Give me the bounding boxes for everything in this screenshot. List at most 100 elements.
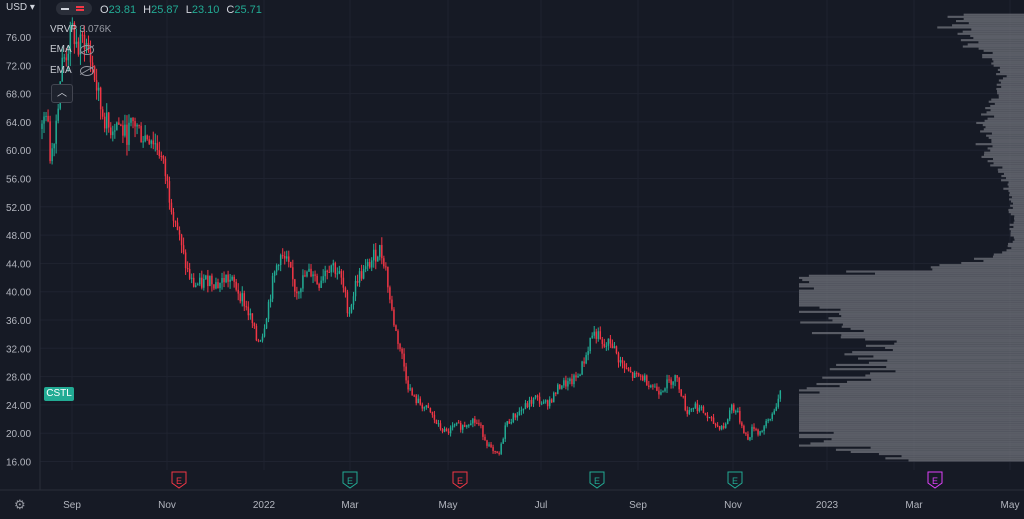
candle <box>654 383 656 388</box>
volume-profile-bar <box>802 278 1024 282</box>
candle <box>708 416 711 419</box>
candle <box>692 407 695 412</box>
volume-profile-bar <box>996 87 1024 91</box>
candle <box>664 387 666 393</box>
candle <box>358 267 361 287</box>
candle <box>680 389 682 397</box>
candle <box>366 258 369 272</box>
candle <box>755 427 757 432</box>
candle <box>698 404 701 413</box>
volume-profile-bar <box>799 419 1024 422</box>
candle <box>743 424 745 434</box>
gear-icon[interactable]: ⚙ <box>14 497 26 512</box>
eye-hidden-icon[interactable] <box>80 66 94 76</box>
candle <box>227 270 229 288</box>
candle <box>259 339 262 342</box>
volume-profile-bar <box>983 153 1024 156</box>
candle <box>316 273 318 285</box>
volume-profile-bar <box>992 157 1024 161</box>
volume-profile-bar <box>932 268 1024 271</box>
candle <box>573 373 575 388</box>
candle <box>397 329 399 350</box>
volume-profile-bar <box>1009 228 1024 231</box>
candle <box>332 259 335 273</box>
ohlc-legend: O23.81 H25.87 L23.10 C25.71 <box>100 4 262 16</box>
volume-profile-bar <box>806 387 1024 390</box>
candle <box>716 422 719 428</box>
currency-selector[interactable]: USD ▾ <box>6 2 35 13</box>
candle <box>512 412 515 424</box>
price-tick-label: 48.00 <box>6 231 31 242</box>
candle <box>162 154 165 164</box>
volume-profile-bar <box>799 433 1024 437</box>
candle <box>672 381 674 389</box>
candle <box>65 47 68 67</box>
volume-profile-bar <box>1009 191 1024 195</box>
volume-profile-bar <box>1012 206 1024 209</box>
volume-profile-bar <box>819 391 1024 394</box>
candle <box>765 418 767 429</box>
volume-profile-bar <box>973 37 1024 40</box>
candle <box>745 431 747 436</box>
volume-profile-bar <box>998 170 1024 173</box>
volume-profile-bar <box>799 293 1024 296</box>
candle <box>269 294 272 308</box>
volume-profile-bar <box>799 402 1024 405</box>
candle <box>569 377 571 385</box>
volume-profile-bar <box>816 382 1024 386</box>
volume-profile-bar <box>799 285 1024 288</box>
candle <box>534 395 537 400</box>
volume-profile-bar <box>991 138 1024 142</box>
volume-profile-bar <box>998 96 1024 99</box>
volume-profile-bar <box>984 151 1024 154</box>
volume-profile-bar <box>799 276 1024 279</box>
candle <box>166 174 169 189</box>
candle <box>132 117 134 129</box>
candle <box>724 422 727 429</box>
chart-style-toggle[interactable] <box>56 2 92 15</box>
volume-profile-bar <box>828 317 1024 320</box>
candle <box>304 270 306 278</box>
earnings-marker[interactable]: E <box>589 471 605 489</box>
earnings-marker[interactable]: E <box>727 471 743 489</box>
earnings-marker[interactable]: E <box>927 471 943 489</box>
chevron-up-icon[interactable]: ︿ <box>51 84 73 103</box>
volume-profile-bar <box>799 423 1024 426</box>
volume-profile-bar <box>981 155 1024 158</box>
candle <box>265 317 268 330</box>
candle <box>447 428 450 435</box>
candle <box>277 264 280 271</box>
indicator-ema-1[interactable]: EMA <box>50 44 72 55</box>
candle <box>281 248 284 259</box>
candle <box>45 112 47 122</box>
indicator-vrvp[interactable]: VRVP 3.076K <box>50 24 111 35</box>
candle <box>652 384 654 390</box>
eye-hidden-icon[interactable] <box>80 45 94 55</box>
indicator-ema-2[interactable]: EMA <box>50 65 72 76</box>
candle <box>310 264 312 278</box>
candle <box>619 356 622 367</box>
candle <box>221 272 223 290</box>
volume-profile-bar <box>822 376 1024 379</box>
candle <box>138 124 140 129</box>
volume-profile-bar <box>970 34 1024 37</box>
volume-profile-bar <box>987 147 1024 150</box>
candle <box>639 374 642 381</box>
price-tick-label: 24.00 <box>6 401 31 412</box>
candle <box>492 444 494 454</box>
volume-profile-bar <box>799 395 1024 398</box>
candle <box>611 339 614 349</box>
volume-profile-bar <box>978 41 1024 44</box>
candle <box>405 362 407 384</box>
earnings-marker[interactable]: E <box>342 471 358 489</box>
candle <box>372 243 375 268</box>
candle <box>197 282 199 286</box>
volume-profile-bar <box>799 389 1024 392</box>
candle <box>188 262 191 281</box>
candle <box>336 267 339 280</box>
earnings-marker[interactable]: E <box>452 471 468 489</box>
earnings-marker[interactable]: E <box>171 471 187 489</box>
volume-profile-bar <box>963 17 1024 21</box>
candle <box>623 360 626 373</box>
